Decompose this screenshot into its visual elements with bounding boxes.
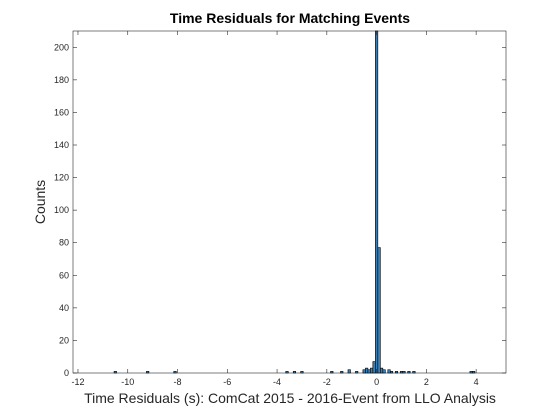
y-tick-label: 60 — [59, 270, 69, 280]
histogram-bar — [285, 371, 289, 374]
histogram-bar — [472, 371, 476, 374]
histogram-bar — [340, 371, 344, 374]
x-tick-label: -2 — [323, 377, 331, 387]
histogram-bar — [469, 371, 473, 374]
histogram-bar — [412, 371, 416, 374]
x-tick-label: 4 — [474, 377, 479, 387]
histogram-bar — [399, 371, 404, 374]
y-tick-label: 0 — [64, 368, 69, 378]
histogram-bar — [372, 361, 376, 374]
x-tick-label: -8 — [174, 377, 182, 387]
y-axis-ticks: 0 20 40 60 80 100 120 140 160 180 200 — [54, 42, 506, 378]
y-tick-label: 100 — [54, 205, 69, 215]
x-tick-label: 0 — [374, 377, 379, 387]
histogram-bar — [330, 371, 334, 374]
histogram-bar — [377, 247, 381, 374]
histogram-bar — [370, 367, 374, 374]
y-tick-label: 140 — [54, 140, 69, 150]
y-tick-label: 80 — [59, 238, 69, 248]
histogram-bar — [402, 371, 406, 374]
histogram-bar — [347, 369, 351, 374]
y-tick-label: 120 — [54, 173, 69, 183]
y-tick-label: 160 — [54, 107, 69, 117]
y-axis-label: Counts — [32, 180, 48, 224]
x-tick-label: -4 — [273, 377, 281, 387]
chart-title: Time Residuals for Matching Events — [170, 10, 410, 26]
histogram-bar — [367, 369, 371, 374]
histogram-bar — [365, 367, 369, 374]
x-tick-label: -10 — [121, 377, 134, 387]
histogram-bar — [387, 369, 391, 374]
histogram-bar — [292, 371, 297, 374]
histogram-bar — [407, 371, 411, 374]
y-tick-label: 180 — [54, 75, 69, 85]
y-tick-label: 200 — [54, 42, 69, 52]
histogram-bar — [362, 369, 366, 374]
x-tick-label: 2 — [424, 377, 429, 387]
x-tick-label: -6 — [223, 377, 231, 387]
histogram-bar — [146, 371, 150, 374]
plot-area — [72, 30, 507, 374]
histogram-bar — [389, 371, 394, 374]
histogram-bar — [300, 371, 304, 374]
histogram-bar — [113, 371, 117, 374]
x-axis-ticks: -12 -10 -8 -6 -4 -2 0 2 4 — [71, 31, 479, 387]
histogram-bar — [375, 30, 379, 374]
x-axis-label: Time Residuals (s): ComCat 2015 - 2016-E… — [84, 390, 496, 406]
histogram-bar — [173, 371, 177, 374]
histogram-bar — [355, 371, 359, 374]
histogram-bar — [380, 367, 384, 374]
y-tick-label: 20 — [59, 335, 69, 345]
x-tick-label: -12 — [71, 377, 84, 387]
histogram-bar — [394, 371, 399, 374]
histogram-bar — [382, 369, 386, 374]
y-tick-label: 40 — [59, 303, 69, 313]
